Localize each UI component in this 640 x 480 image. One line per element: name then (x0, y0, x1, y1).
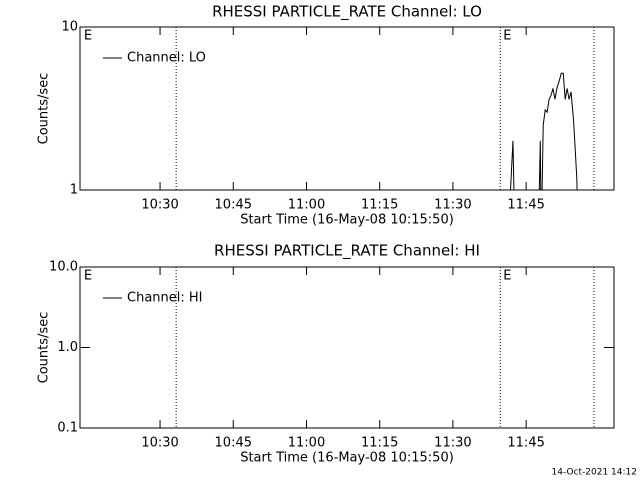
chart-title: RHESSI PARTICLE_RATE Channel: HI (214, 242, 480, 261)
y-tick-label: 0.1 (57, 421, 78, 436)
annotation: E (84, 269, 92, 284)
y-axis-label: Counts/sec (37, 73, 52, 145)
series-line (510, 72, 578, 190)
y-tick-label: 1 (70, 183, 78, 198)
x-tick-label: 11:45 (507, 436, 544, 451)
y-tick-label: 10 (61, 20, 78, 35)
y-tick-label: 1.0 (57, 340, 78, 355)
annotation: E (84, 29, 92, 44)
footer: 14-Oct-2021 14:12 (552, 468, 637, 478)
x-axis-label: Start Time (16-May-08 10:15:50) (240, 451, 454, 466)
x-axis-label: Start Time (16-May-08 10:15:50) (240, 213, 454, 228)
chart-title: RHESSI PARTICLE_RATE Channel: LO (212, 3, 482, 22)
legend-label: Channel: LO (127, 51, 206, 66)
plot-frame (79, 26, 615, 191)
x-tick-label: 11:30 (434, 436, 471, 451)
y-axis-label: Counts/sec (37, 312, 52, 384)
x-tick-label: 10:30 (141, 436, 178, 451)
x-tick-label: 11:00 (288, 198, 325, 213)
x-tick-label: 11:45 (507, 198, 544, 213)
x-tick-label: 11:00 (288, 436, 325, 451)
x-tick-label: 11:30 (434, 198, 471, 213)
x-tick-label: 11:15 (361, 198, 398, 213)
legend-label: Channel: HI (127, 291, 203, 306)
annotation: E (503, 29, 511, 44)
x-tick-label: 10:30 (141, 198, 178, 213)
y-tick-label: 10.0 (49, 260, 78, 275)
x-tick-label: 11:15 (361, 436, 398, 451)
annotation: E (503, 269, 511, 284)
x-tick-label: 10:45 (215, 198, 252, 213)
x-tick-label: 10:45 (215, 436, 252, 451)
